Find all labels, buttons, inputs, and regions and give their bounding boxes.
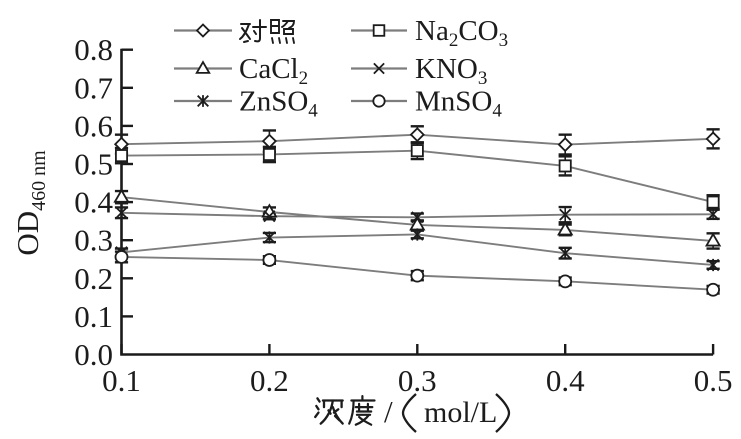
svg-text:0.8: 0.8 <box>74 32 113 67</box>
svg-text:CaCl2: CaCl2 <box>239 53 308 89</box>
svg-text:0.5: 0.5 <box>694 363 733 398</box>
svg-text:0.3: 0.3 <box>398 363 437 398</box>
svg-text:0.2: 0.2 <box>250 363 289 398</box>
svg-text:KNO3: KNO3 <box>415 53 487 89</box>
svg-text:MnSO4: MnSO4 <box>415 86 502 122</box>
svg-text:ZnSO4: ZnSO4 <box>239 86 318 122</box>
svg-text:0.4: 0.4 <box>546 363 585 398</box>
svg-text:0.0: 0.0 <box>74 337 113 372</box>
svg-text:mol/L: mol/L <box>424 396 497 429</box>
svg-text:0.3: 0.3 <box>74 223 113 258</box>
svg-text:0.7: 0.7 <box>74 70 113 105</box>
svg-text:Na2CO3: Na2CO3 <box>415 15 508 51</box>
svg-text:OD460 nm: OD460 nm <box>10 150 50 256</box>
svg-text:0.1: 0.1 <box>74 299 113 334</box>
svg-text:0.6: 0.6 <box>74 108 113 143</box>
svg-text:0.2: 0.2 <box>74 261 113 296</box>
svg-text:/: / <box>384 394 393 429</box>
svg-text:0.5: 0.5 <box>74 147 113 182</box>
svg-text:0.4: 0.4 <box>74 185 113 220</box>
svg-text:0.1: 0.1 <box>102 363 141 398</box>
